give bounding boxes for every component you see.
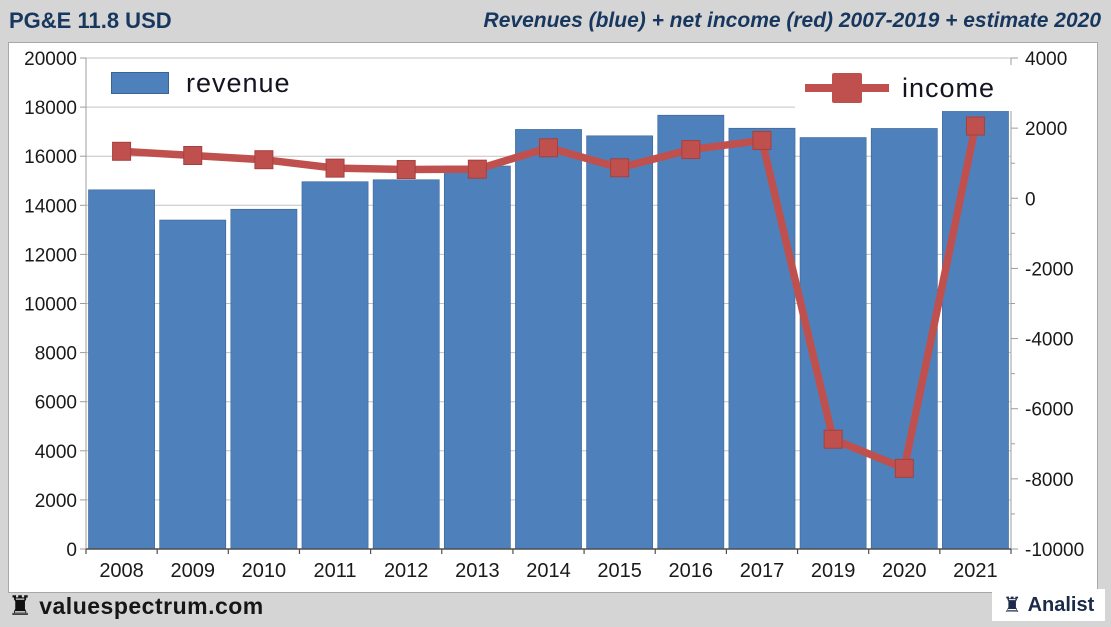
left-axis-label: 2000 bbox=[35, 491, 77, 512]
revenue-bar bbox=[443, 165, 511, 550]
x-axis-label: 2019 bbox=[811, 560, 856, 582]
income-marker bbox=[396, 160, 416, 180]
income-marker bbox=[325, 158, 345, 178]
left-axis-label: 16000 bbox=[24, 147, 77, 168]
left-axis-label: 20000 bbox=[24, 49, 77, 70]
income-line-marker-icon bbox=[805, 73, 889, 103]
left-axis-label: 0 bbox=[66, 540, 77, 561]
revenue-bar bbox=[657, 114, 725, 550]
right-axis-label: -10000 bbox=[1025, 540, 1084, 561]
legend-revenue-label: revenue bbox=[186, 67, 291, 98]
analist-brand: ♜ Analist bbox=[992, 589, 1105, 621]
chart-svg: 0 2000 4000 6000 8000 10000 12000 14000 16000 180… bbox=[24, 49, 1084, 582]
right-axis-label: -4000 bbox=[1025, 330, 1074, 351]
valuespectrum-label: valuespectrum.com bbox=[39, 593, 264, 619]
revenue-bar bbox=[159, 219, 227, 550]
income-marker bbox=[752, 130, 772, 150]
legend-revenue: revenue bbox=[95, 61, 321, 105]
x-axis-label: 2010 bbox=[242, 560, 287, 582]
legend-income-label: income bbox=[902, 72, 996, 103]
income-marker bbox=[894, 458, 914, 478]
left-axis-label: 14000 bbox=[24, 196, 77, 217]
revenue-bar bbox=[88, 189, 155, 550]
revenue-bar bbox=[515, 129, 582, 550]
x-axis-label: 2015 bbox=[597, 560, 642, 582]
x-axis-label: 2012 bbox=[384, 560, 429, 582]
x-axis-label: 2017 bbox=[740, 560, 785, 582]
income-marker bbox=[823, 429, 843, 449]
left-axis-label: 10000 bbox=[24, 295, 77, 316]
x-axis-label: 2008 bbox=[99, 560, 144, 582]
right-axis-label: -2000 bbox=[1025, 259, 1074, 280]
revenue-bar bbox=[372, 179, 440, 550]
rook-icon: ♜ bbox=[1002, 593, 1022, 617]
income-marker bbox=[112, 141, 132, 161]
revenue-bar bbox=[870, 128, 938, 550]
revenue-bar bbox=[301, 181, 369, 550]
valuespectrum-brand: ♜ valuespectrum.com bbox=[8, 593, 264, 620]
x-axis-label: 2013 bbox=[455, 560, 500, 582]
income-marker bbox=[610, 158, 630, 178]
analist-label: Analist bbox=[1027, 593, 1095, 616]
x-axis-label: 2021 bbox=[953, 560, 998, 582]
right-axis-label: 2000 bbox=[1025, 119, 1067, 140]
rook-icon: ♜ bbox=[8, 591, 33, 621]
left-axis-label: 8000 bbox=[35, 344, 77, 365]
x-axis-label: 2020 bbox=[882, 560, 927, 582]
right-axis-label: -6000 bbox=[1025, 400, 1074, 421]
left-axis-label: 4000 bbox=[35, 442, 77, 463]
income-marker bbox=[965, 116, 985, 136]
left-axis-label: 12000 bbox=[24, 245, 77, 266]
income-marker bbox=[681, 140, 701, 160]
left-axis-label: 18000 bbox=[24, 98, 77, 119]
x-axis-label: 2009 bbox=[170, 560, 215, 582]
right-axis-label: 0 bbox=[1025, 189, 1036, 210]
x-axis-label: 2016 bbox=[669, 560, 714, 582]
revenue-bar bbox=[230, 208, 298, 550]
left-axis-label: 6000 bbox=[35, 393, 77, 414]
x-axis-label: 2014 bbox=[526, 560, 571, 582]
revenue-bar bbox=[728, 127, 796, 550]
income-marker bbox=[467, 159, 487, 179]
income-marker bbox=[183, 145, 203, 165]
legend-income: income bbox=[795, 65, 1024, 111]
chart-area: 0 2000 4000 6000 8000 10000 12000 14000 16000 180… bbox=[8, 42, 1098, 593]
right-axis-label: 4000 bbox=[1025, 49, 1067, 70]
income-marker bbox=[254, 150, 274, 170]
right-axis-label: -8000 bbox=[1025, 470, 1074, 491]
income-marker bbox=[539, 138, 558, 158]
revenue-swatch-icon bbox=[111, 72, 169, 94]
page-title: PG&E 11.8 USD bbox=[9, 8, 172, 33]
chart-title: Revenues (blue) + net income (red) 2007-… bbox=[483, 9, 1101, 32]
revenue-bar bbox=[942, 109, 1009, 550]
revenue-bar bbox=[586, 135, 654, 550]
x-axis-label: 2011 bbox=[314, 560, 357, 582]
